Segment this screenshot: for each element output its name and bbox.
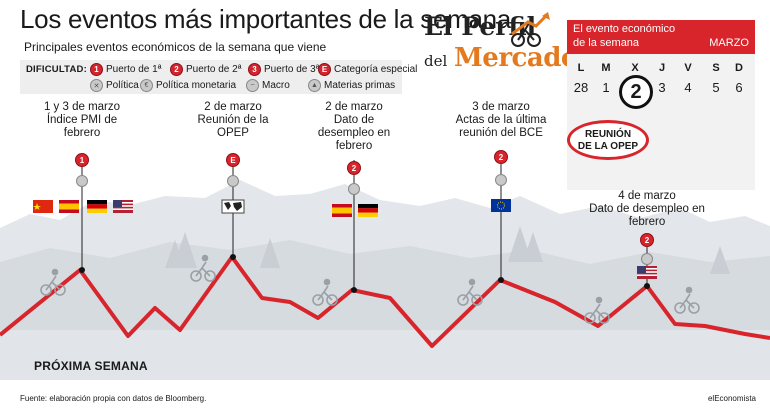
- calendar-header-line-1: El evento económico: [573, 23, 676, 35]
- legend-item-macro: ~ Macro: [246, 79, 290, 92]
- macro-icon: ~: [246, 79, 259, 92]
- page-subtitle: Principales eventos económicos de la sem…: [24, 40, 327, 54]
- event-text: Actas de la última: [455, 114, 547, 126]
- badge-2-icon: 2: [170, 63, 183, 76]
- event-text: Dato de desempleo en: [589, 203, 705, 215]
- pin-badges: 1 E 2 2 2: [75, 150, 654, 265]
- legend-item-materias-primas: ▲ Materias primas: [308, 79, 395, 92]
- featured-event-badge: REUNIÓN DE LA OPEP: [567, 120, 649, 160]
- calendar-highlighted-date: 2: [619, 75, 653, 109]
- calendar-header: El evento económico de la semana MARZO: [567, 20, 755, 54]
- calendar-day: D: [735, 62, 743, 74]
- featured-event-line-1: REUNIÓN: [584, 129, 632, 140]
- route-profile-line: [0, 255, 770, 348]
- brand-line-3: Mercado: [454, 43, 578, 73]
- legend-label: Materias primas: [324, 80, 396, 91]
- event-text: febrero: [628, 216, 666, 228]
- calendar-date: 3: [658, 80, 666, 95]
- legend-label: Puerto de 1ª: [106, 64, 162, 75]
- calendar-date: 5: [712, 80, 720, 95]
- profile-label: PRÓXIMA SEMANA: [34, 359, 148, 373]
- difficulty-legend: DIFICULTAD: 1 Puerto de 1ª 2 Puerto de 2…: [20, 60, 417, 94]
- legend-item-categoria-especial: E Categoría especial: [318, 63, 417, 76]
- event-peak-dots: [79, 254, 650, 293]
- usa-flag: [637, 266, 657, 279]
- calendar-day: M: [601, 62, 611, 74]
- event-date: 2 de marzo: [204, 101, 262, 113]
- legend-item-politica-monetaria: € Política monetaria: [140, 79, 236, 92]
- event-date: 3 de marzo: [472, 101, 530, 113]
- calendar-day: J: [658, 62, 666, 74]
- legend-title: DIFICULTAD:: [26, 64, 87, 75]
- event-label: 4 de marzo Dato de desempleo en febrero: [582, 190, 712, 229]
- badge-e-icon: E: [318, 63, 331, 76]
- event-text: febrero: [335, 140, 373, 152]
- badge-text: 2: [645, 236, 650, 245]
- event-calendar: El evento económico de la semana MARZO L…: [567, 20, 755, 190]
- event-text: OPEP: [217, 127, 249, 139]
- cyclist-icons: [40, 254, 700, 324]
- publisher-credit: elEconomista: [707, 394, 756, 403]
- calendar-month: MARZO: [709, 37, 749, 49]
- featured-event-line-2: DE LA OPEP: [577, 141, 639, 152]
- spain-flag: [332, 204, 352, 217]
- source-note: Fuente: elaboración propia con datos de …: [20, 394, 207, 403]
- calendar-day: V: [684, 62, 692, 74]
- politica-icon: ✕: [90, 79, 103, 92]
- brand-line-2: del: [424, 52, 448, 70]
- legend-item-puerto-3: 3 Puerto de 3ª: [248, 63, 319, 76]
- legend-label: Macro: [262, 80, 290, 91]
- calendar-date: 6: [735, 80, 743, 95]
- event-label: 1 y 3 de marzo Índice PMI de febrero: [32, 101, 132, 140]
- legend-label: Puerto de 2ª: [186, 64, 242, 75]
- legend-label: Política: [106, 80, 139, 91]
- event-text: Reunión de la: [197, 114, 269, 126]
- ground-band: [0, 330, 770, 380]
- calendar-date: 28: [573, 80, 589, 95]
- china-flag: [33, 200, 53, 213]
- spain-flag: [59, 200, 79, 213]
- calendar-date: 4: [684, 80, 692, 95]
- materias-primas-icon: ▲: [308, 79, 321, 92]
- cyclist-arrow-icon: [511, 12, 550, 47]
- legend-item-puerto-1: 1 Puerto de 1ª: [90, 63, 161, 76]
- calendar-header-line-2: de la semana: [573, 37, 640, 49]
- event-date: 4 de marzo: [618, 190, 676, 202]
- legend-label: Política monetaria: [156, 80, 237, 91]
- event-label: 3 de marzo Actas de la última reunión de…: [446, 101, 556, 140]
- event-text: desempleo en: [317, 127, 391, 139]
- calendar-date: 1: [602, 80, 610, 95]
- event-date: 2 de marzo: [325, 101, 383, 113]
- calendar-day: L: [577, 62, 585, 74]
- legend-label: Categoría especial: [334, 64, 418, 75]
- germany-flag: [358, 204, 378, 217]
- event-text: reunión del BCE: [459, 127, 543, 139]
- event-text: Dato de: [333, 114, 375, 126]
- brand-line-1: El Perfil: [424, 12, 537, 41]
- germany-flag: [87, 200, 107, 213]
- politica-monetaria-icon: €: [140, 79, 153, 92]
- trees: [165, 226, 730, 274]
- page-title: Los eventos más importantes de la semana: [20, 4, 511, 34]
- badge-text: E: [230, 156, 236, 165]
- badge-3-icon: 3: [248, 63, 261, 76]
- eu-flag: [491, 199, 511, 212]
- calendar-day: S: [712, 62, 720, 74]
- usa-flag: [113, 200, 133, 213]
- event-text: febrero: [63, 127, 101, 139]
- badge-text: 2: [499, 153, 504, 162]
- legend-item-politica: ✕ Política: [90, 79, 139, 92]
- event-label: 2 de marzo Dato de desempleo en febrero: [304, 101, 404, 153]
- event-text: Índice PMI de: [46, 114, 118, 126]
- calendar-day: X: [631, 62, 639, 74]
- event-date: 1 y 3 de marzo: [43, 101, 121, 113]
- legend-item-puerto-2: 2 Puerto de 2ª: [170, 63, 241, 76]
- world-map-flag: [221, 199, 245, 214]
- badge-1-icon: 1: [90, 63, 103, 76]
- legend-label: Puerto de 3ª: [264, 64, 320, 75]
- event-label: 2 de marzo Reunión de la OPEP: [183, 101, 283, 140]
- badge-text: 2: [352, 164, 357, 173]
- badge-text: 1: [80, 156, 85, 165]
